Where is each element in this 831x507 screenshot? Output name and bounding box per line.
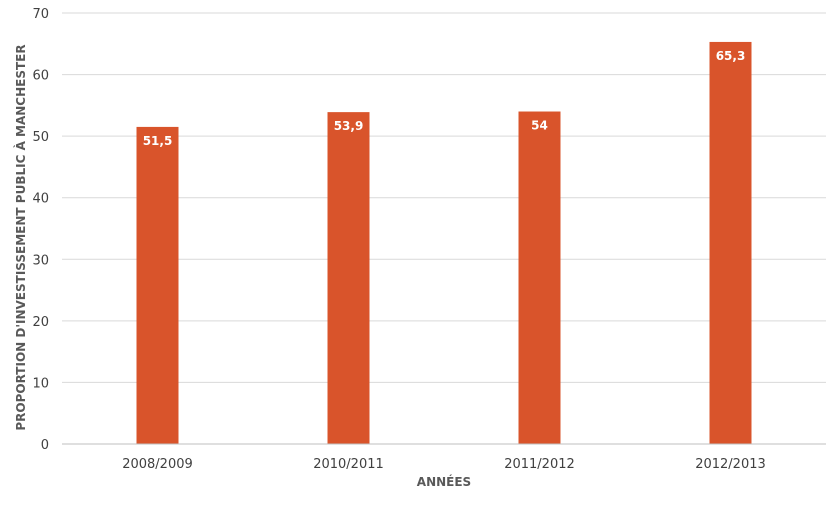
y-axis-title: PROPORTION D'INVESTISSEMENT PUBLIC À MAN… [13,44,28,430]
bar-4 [709,41,752,445]
x-tick-label: 2012/2013 [695,457,766,472]
x-axis-title: ANNÉES [417,474,471,489]
bar-1 [136,126,179,445]
gridlines [62,12,826,383]
y-axis-ticks: 0 10 20 30 40 50 60 70 [32,7,49,453]
y-tick-label: 50 [32,130,49,145]
x-tick-label: 2008/2009 [122,457,193,472]
bar-value-label: 53,9 [334,119,364,133]
bar-value-labels: 51,5 53,9 54 65,3 [143,49,746,148]
y-tick-label: 20 [32,315,49,330]
y-tick-label: 70 [32,7,49,22]
y-tick-label: 30 [32,253,49,268]
x-tick-label: 2010/2011 [313,457,384,472]
y-tick-label: 40 [32,192,49,207]
x-tick-label: 2011/2012 [504,457,575,472]
bars [136,41,752,445]
bar-3 [518,111,561,444]
x-axis-ticks: 2008/2009 2010/2011 2011/2012 2012/2013 [122,457,766,472]
bar-2 [327,112,370,444]
bar-value-label: 54 [531,119,548,133]
y-tick-label: 0 [41,438,49,453]
y-tick-label: 10 [32,376,49,391]
bar-value-label: 65,3 [716,49,746,63]
y-tick-label: 60 [32,69,49,84]
bar-value-label: 51,5 [143,134,173,148]
